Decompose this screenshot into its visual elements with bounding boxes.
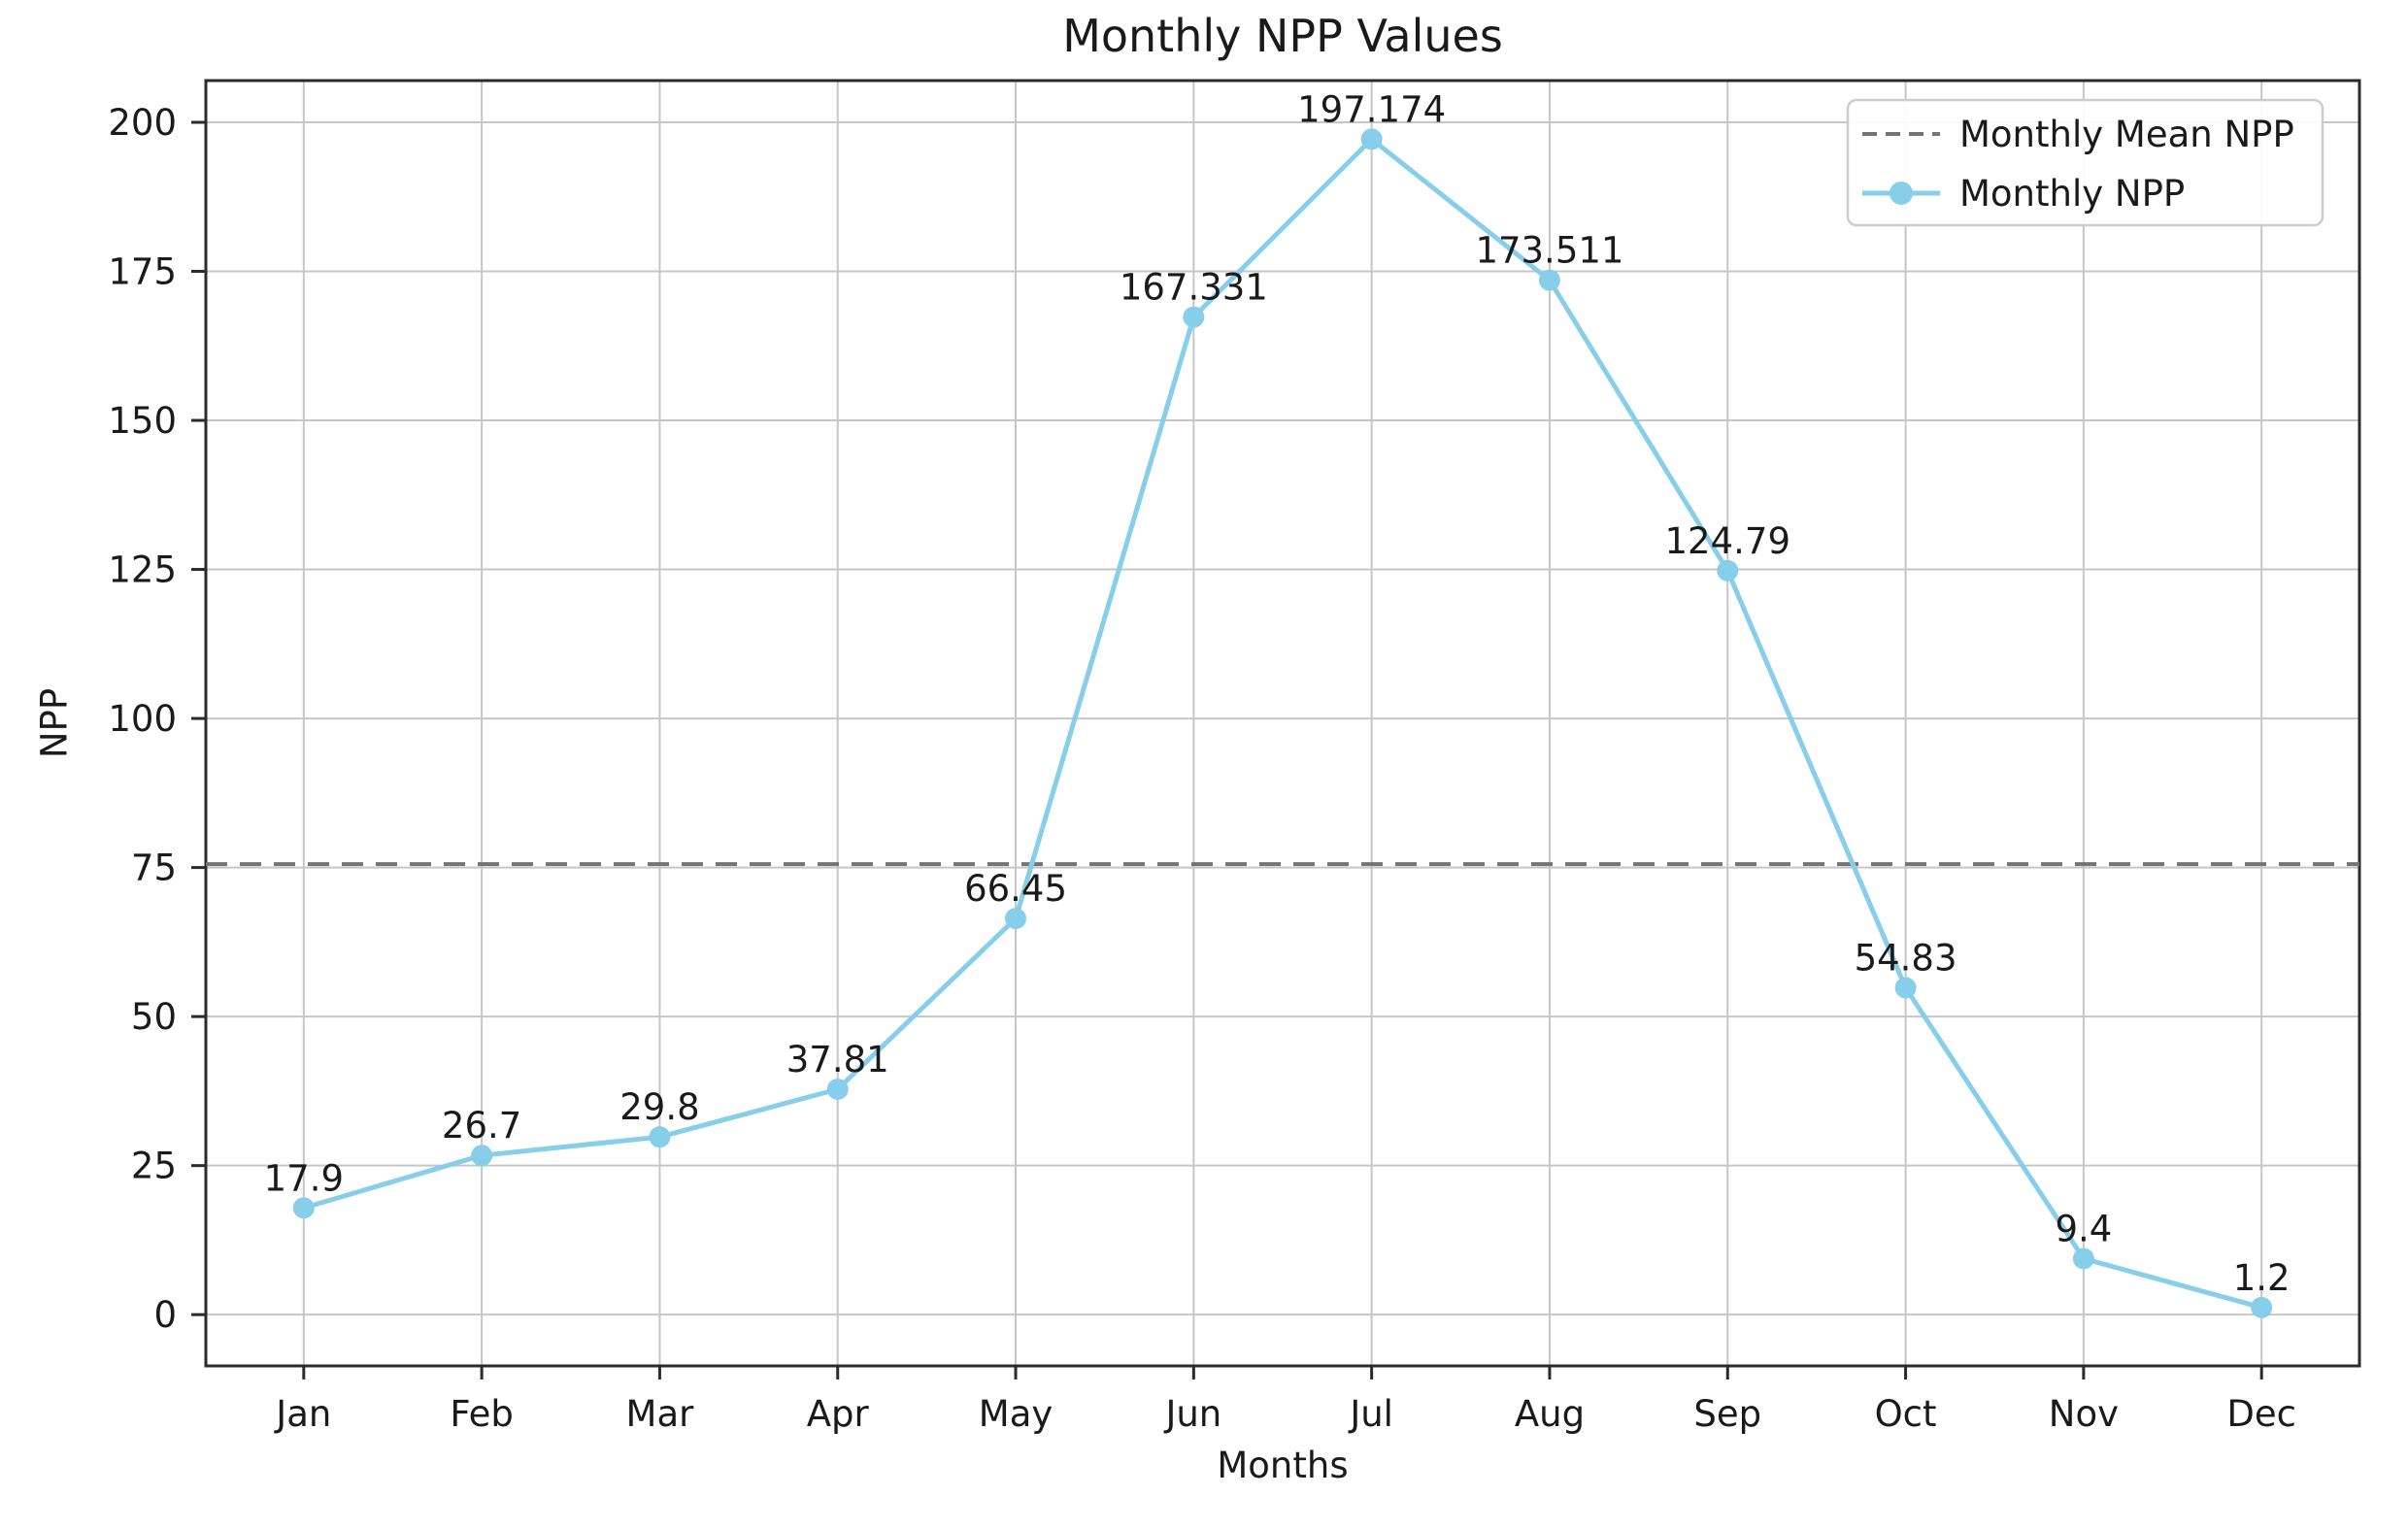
monthly-npp-line	[303, 136, 2262, 1311]
y-tick-label: 75	[131, 848, 177, 889]
data-point-marker	[1005, 908, 1027, 930]
axes-spines	[204, 79, 2361, 1368]
legend-label-monthly-mean-npp: Monthly Mean NPP	[1959, 114, 2294, 155]
data-point-marker	[1360, 128, 1383, 150]
data-point-marker	[471, 1145, 493, 1167]
y-tick-label: 125	[108, 549, 177, 591]
data-point-label: 1.2	[2233, 1257, 2291, 1299]
y-tick-label: 0	[153, 1294, 177, 1336]
data-point-marker	[1894, 977, 1917, 999]
x-tick-label: Jan	[274, 1393, 331, 1435]
x-tick-label: Mar	[626, 1393, 695, 1435]
data-point-marker	[826, 1078, 849, 1100]
data-point-label: 66.45	[964, 868, 1067, 910]
y-tick-label: 175	[108, 251, 177, 293]
data-point-label: 54.83	[1855, 937, 1957, 979]
data-point-label: 197.174	[1297, 88, 1446, 130]
y-tick-label: 150	[108, 400, 177, 442]
data-point-label: 26.7	[442, 1105, 521, 1147]
data-point-marker	[1538, 269, 1560, 291]
x-tick-label: Oct	[1875, 1393, 1937, 1435]
y-tick-label: 25	[131, 1146, 177, 1187]
data-point-label: 9.4	[2055, 1208, 2112, 1249]
data-point-label: 124.79	[1665, 520, 1790, 562]
data-point-label: 37.81	[786, 1039, 889, 1080]
data-point-marker	[2072, 1247, 2094, 1270]
x-tick-label: Nov	[2049, 1393, 2119, 1435]
data-point-marker	[1717, 559, 1739, 582]
data-point-label: 17.9	[264, 1157, 344, 1199]
x-axis-label: Months	[1217, 1445, 1349, 1486]
x-tick-label: Sep	[1693, 1393, 1761, 1435]
y-tick-label: 50	[131, 996, 177, 1038]
data-point-marker	[649, 1126, 671, 1148]
chart-title: Monthly NPP Values	[1062, 10, 1503, 62]
x-tick-label: Aug	[1515, 1393, 1585, 1435]
x-tick-label: Jul	[1348, 1393, 1393, 1435]
data-point-marker	[2251, 1296, 2273, 1318]
x-tick-label: Jun	[1163, 1393, 1221, 1435]
x-tick-label: Dec	[2226, 1393, 2296, 1435]
legend-marker-sample	[1890, 182, 1913, 205]
data-point-label: 29.8	[619, 1086, 699, 1128]
y-tick-label: 200	[108, 102, 177, 144]
data-point-label: 167.331	[1120, 267, 1268, 309]
data-point-label: 173.511	[1475, 230, 1623, 272]
legend-label-monthly-npp: Monthly NPP	[1959, 173, 2185, 215]
data-point-marker	[292, 1197, 315, 1219]
data-point-marker	[1183, 306, 1205, 328]
y-tick-label: 100	[108, 698, 177, 740]
x-tick-label: Feb	[450, 1393, 514, 1435]
x-tick-label: May	[979, 1393, 1054, 1435]
x-tick-label: Apr	[807, 1393, 870, 1435]
legend-box	[1846, 98, 2324, 227]
